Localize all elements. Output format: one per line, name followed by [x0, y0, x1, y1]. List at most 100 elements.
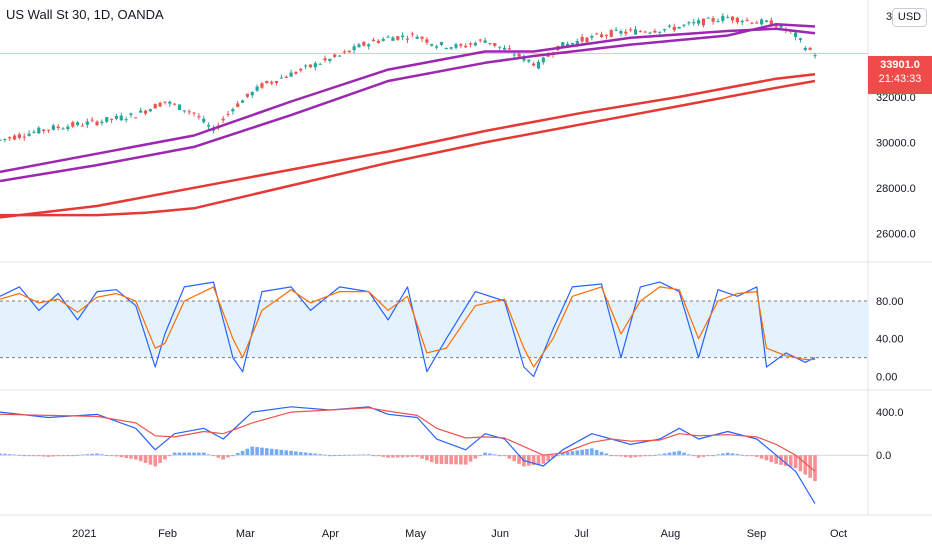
macd-histogram-bar [701, 455, 706, 457]
x-tick-label: Mar [236, 528, 255, 540]
candle-body [629, 29, 633, 31]
macd-histogram-bar [245, 448, 250, 456]
candle-body [51, 125, 55, 130]
candle-body [313, 63, 317, 68]
candle-body [672, 26, 676, 31]
macd-histogram-bar [216, 455, 221, 458]
candle-body [100, 121, 104, 123]
candle-body [245, 93, 250, 97]
candle-body [701, 18, 706, 26]
macd-histogram-bar [27, 455, 31, 457]
macd-histogram-bar [808, 455, 812, 478]
candle-body [677, 26, 681, 29]
candle-body [342, 51, 347, 53]
macd-histogram-bar [61, 455, 65, 457]
candle-body [633, 29, 638, 35]
x-tick-label: May [405, 528, 426, 540]
macd-histogram-bar [391, 455, 395, 458]
candle-body [726, 17, 730, 19]
macd-histogram-bar [85, 454, 90, 456]
macd-histogram-bar [3, 453, 7, 456]
candle-body [129, 113, 133, 115]
series-line-macd [0, 406, 816, 504]
candle-body [323, 58, 327, 61]
macd-histogram-bar [682, 452, 686, 456]
candle-body [105, 117, 109, 122]
candle-body [318, 63, 322, 65]
candle-body [279, 77, 283, 79]
macd-histogram-bar [197, 452, 201, 456]
series-line-ma_slow [0, 79, 816, 217]
candle-body [114, 115, 119, 119]
candle-body [711, 18, 715, 22]
candle-body [85, 121, 89, 125]
chart-title: US Wall St 30, 1D, OANDA [6, 7, 164, 22]
candle-body [779, 24, 783, 28]
macd-histogram-bar [265, 448, 269, 456]
macd-histogram-bar [362, 454, 366, 456]
macd-histogram-bar [158, 455, 162, 463]
candle-body [153, 104, 157, 109]
macd-histogram-bar [119, 455, 124, 458]
macd-histogram-bar [211, 455, 216, 457]
candle-body [580, 37, 584, 42]
macd-histogram-bar [716, 454, 720, 456]
macd-histogram-bar [366, 454, 371, 456]
candle-body [192, 112, 196, 114]
macd-histogram-bar [706, 455, 711, 457]
macd-histogram-bar [70, 455, 75, 457]
series-line-stoch_d [0, 286, 815, 368]
macd-histogram-bar [594, 450, 599, 456]
candle-body [793, 32, 798, 38]
macd-histogram-bar [0, 453, 2, 456]
candle-body [473, 42, 478, 46]
macd-histogram-bar [129, 455, 133, 459]
candle-body [177, 104, 182, 111]
macd-histogram-bar [590, 448, 594, 456]
macd-histogram-bar [410, 455, 415, 458]
macd-histogram-bar [420, 455, 424, 459]
candle-body [362, 41, 366, 46]
y-tick-label: 32000.0 [876, 92, 916, 104]
candle-body [808, 47, 812, 50]
candle-body [604, 35, 608, 37]
candle-body [80, 125, 85, 127]
macd-histogram-bar [201, 452, 206, 456]
macd-histogram-bar [260, 447, 264, 456]
candle-body [439, 42, 444, 45]
candle-body [599, 34, 604, 37]
candle-body [609, 30, 613, 37]
macd-histogram-bar [235, 453, 240, 456]
macd-histogram-bar [46, 455, 51, 457]
candle-body [750, 22, 754, 24]
candle-body [376, 40, 380, 43]
macd-histogram-bar [32, 455, 36, 457]
macd-histogram-bar [526, 455, 531, 466]
macd-histogram-bar [395, 455, 400, 458]
candle-body [415, 36, 419, 39]
macd-histogram-bar [337, 454, 342, 456]
macd-histogram-bar [269, 448, 274, 456]
candle-body [221, 118, 225, 121]
macd-histogram-bar [798, 455, 803, 472]
candle-body [449, 47, 453, 49]
macd-histogram-bar [691, 455, 696, 457]
macd-histogram-bar [580, 449, 584, 456]
x-tick-label: Jul [575, 528, 589, 540]
macd-histogram-bar [308, 453, 313, 456]
macd-histogram-bar [672, 451, 677, 456]
candle-body [663, 29, 667, 31]
candle-body [386, 36, 390, 38]
candle-body [56, 126, 60, 129]
candle-body [134, 117, 138, 119]
currency-button[interactable]: USD [892, 8, 927, 27]
candle-body [590, 36, 594, 38]
y-tick-label: 0.0 [876, 450, 891, 462]
macd-histogram-bar [22, 455, 27, 457]
candle-body [643, 31, 647, 33]
candle-body [90, 119, 94, 121]
macd-histogram-bar [774, 455, 778, 464]
y-tick-label: 40.00 [876, 334, 904, 346]
macd-histogram-bar [803, 455, 808, 475]
